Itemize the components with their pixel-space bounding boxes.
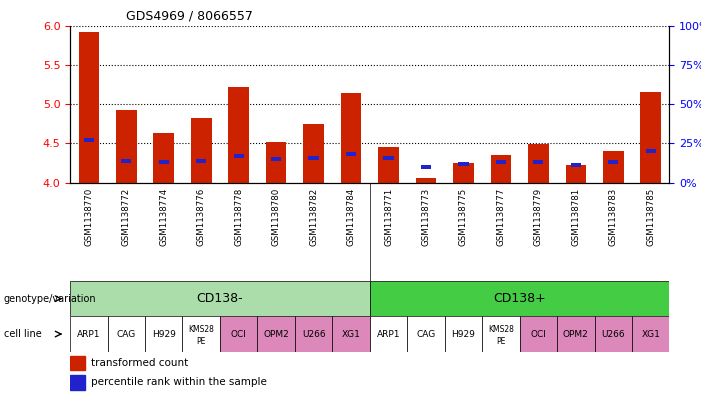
Text: XG1: XG1	[641, 330, 660, 338]
FancyBboxPatch shape	[70, 316, 107, 352]
Bar	[266, 142, 287, 183]
FancyBboxPatch shape	[220, 316, 257, 352]
FancyBboxPatch shape	[332, 316, 370, 352]
Text: percentile rank within the sample: percentile rank within the sample	[91, 377, 267, 387]
FancyBboxPatch shape	[632, 316, 669, 352]
Text: KMS28: KMS28	[189, 325, 214, 334]
Text: XG1: XG1	[341, 330, 360, 338]
Text: GSM1138778: GSM1138778	[234, 187, 243, 246]
FancyBboxPatch shape	[370, 281, 669, 316]
Text: GSM1138782: GSM1138782	[309, 187, 318, 246]
Bar	[196, 159, 206, 163]
Bar	[646, 149, 656, 153]
Bar	[453, 163, 474, 183]
Bar	[608, 160, 618, 164]
Text: genotype/variation: genotype/variation	[4, 294, 96, 304]
Bar	[79, 32, 99, 183]
Bar	[346, 152, 356, 156]
Bar	[603, 151, 624, 183]
FancyBboxPatch shape	[295, 316, 332, 352]
Text: GSM1138775: GSM1138775	[459, 187, 468, 246]
Text: CD138+: CD138+	[494, 292, 546, 305]
Text: OPM2: OPM2	[563, 330, 589, 338]
Bar	[154, 133, 174, 183]
Text: OCI: OCI	[231, 330, 247, 338]
Text: GSM1138781: GSM1138781	[571, 187, 580, 246]
Text: H929: H929	[451, 330, 475, 338]
Text: GSM1138772: GSM1138772	[122, 187, 131, 246]
Bar	[271, 157, 281, 161]
Text: CAG: CAG	[116, 330, 136, 338]
Text: PE: PE	[196, 337, 206, 346]
FancyBboxPatch shape	[519, 316, 557, 352]
Text: PE: PE	[496, 337, 505, 346]
Bar	[304, 124, 324, 183]
Text: CD138-: CD138-	[196, 292, 243, 305]
FancyBboxPatch shape	[594, 316, 632, 352]
Bar	[229, 87, 249, 183]
FancyBboxPatch shape	[482, 316, 519, 352]
Text: GSM1138777: GSM1138777	[496, 187, 505, 246]
Text: GSM1138773: GSM1138773	[421, 187, 430, 246]
Bar	[458, 162, 468, 166]
Bar	[528, 144, 549, 183]
Bar	[83, 138, 94, 142]
Bar	[383, 156, 394, 160]
Text: GSM1138783: GSM1138783	[608, 187, 618, 246]
Bar	[341, 93, 361, 183]
Bar	[533, 160, 543, 164]
Text: cell line: cell line	[4, 329, 41, 339]
Text: H929: H929	[152, 330, 176, 338]
FancyBboxPatch shape	[407, 316, 444, 352]
Text: GSM1138785: GSM1138785	[646, 187, 655, 246]
FancyBboxPatch shape	[145, 316, 182, 352]
Bar	[491, 155, 511, 183]
Bar	[571, 163, 581, 167]
FancyBboxPatch shape	[257, 316, 295, 352]
Text: OPM2: OPM2	[264, 330, 289, 338]
Text: GSM1138779: GSM1138779	[534, 187, 543, 246]
Bar	[158, 160, 169, 164]
Bar	[70, 356, 85, 370]
Text: ARP1: ARP1	[376, 330, 400, 338]
Bar	[233, 154, 244, 158]
Text: GSM1138770: GSM1138770	[84, 187, 93, 246]
FancyBboxPatch shape	[370, 316, 407, 352]
Bar	[421, 165, 431, 169]
Text: transformed count: transformed count	[91, 358, 189, 368]
Bar	[566, 165, 586, 183]
Text: KMS28: KMS28	[488, 325, 514, 334]
Bar	[641, 92, 661, 183]
Text: GSM1138774: GSM1138774	[159, 187, 168, 246]
Text: ARP1: ARP1	[77, 330, 100, 338]
Bar	[191, 118, 212, 183]
Text: GSM1138784: GSM1138784	[346, 187, 355, 246]
Bar	[70, 375, 85, 390]
Text: CAG: CAG	[416, 330, 435, 338]
Bar	[116, 110, 137, 183]
Text: GDS4969 / 8066557: GDS4969 / 8066557	[126, 10, 253, 23]
Bar	[496, 160, 506, 164]
FancyBboxPatch shape	[182, 316, 220, 352]
Text: GSM1138776: GSM1138776	[197, 187, 205, 246]
Bar	[308, 156, 319, 160]
Bar	[379, 147, 399, 183]
Bar	[416, 178, 436, 183]
Text: GSM1138771: GSM1138771	[384, 187, 393, 246]
FancyBboxPatch shape	[444, 316, 482, 352]
Text: U266: U266	[301, 330, 325, 338]
Bar	[121, 159, 132, 163]
FancyBboxPatch shape	[70, 281, 370, 316]
Text: OCI: OCI	[531, 330, 546, 338]
FancyBboxPatch shape	[557, 316, 594, 352]
Text: GSM1138780: GSM1138780	[271, 187, 280, 246]
FancyBboxPatch shape	[107, 316, 145, 352]
Text: U266: U266	[601, 330, 625, 338]
